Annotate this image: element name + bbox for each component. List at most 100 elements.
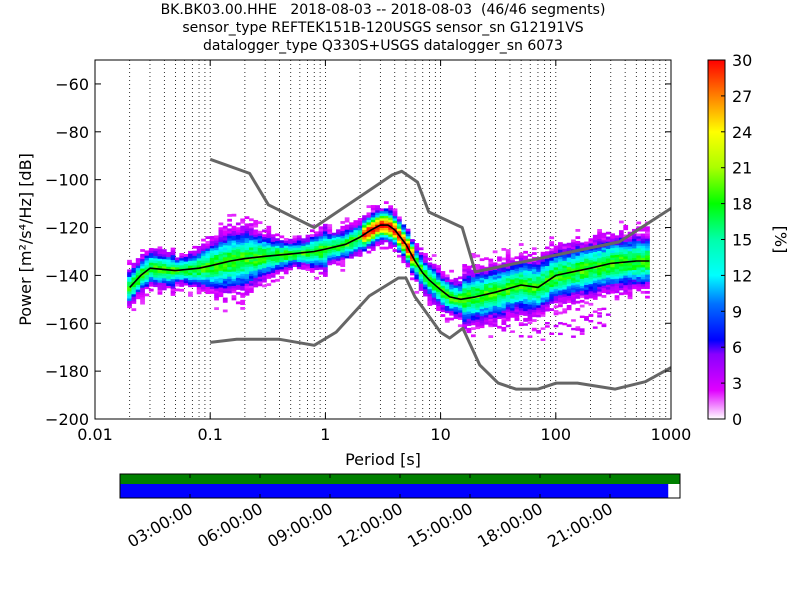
heatmap-cell — [157, 263, 163, 266]
heatmap-cell — [623, 258, 629, 262]
heatmap-cell — [235, 227, 241, 231]
heatmap-cell — [153, 269, 158, 273]
heatmap-cell — [510, 330, 515, 333]
heatmap-cell — [640, 286, 646, 289]
heatmap-cell — [257, 249, 263, 253]
heatmap-cell — [497, 258, 502, 262]
heatmap-cell — [309, 262, 315, 266]
heatmap-cell — [549, 279, 555, 283]
heatmap-cell — [640, 271, 646, 275]
heatmap-cell — [540, 292, 546, 296]
heatmap-cell — [632, 250, 637, 254]
heatmap-cell — [183, 256, 189, 260]
heatmap-cell — [645, 252, 650, 256]
heatmap-cell — [140, 277, 145, 281]
heatmap-cell — [549, 257, 555, 261]
heatmap-cell — [231, 235, 237, 239]
heatmap-cell — [584, 251, 589, 254]
heatmap-cell — [610, 290, 616, 294]
heatmap-cell — [588, 262, 594, 265]
heatmap-cell — [492, 271, 498, 275]
heatmap-cell — [431, 254, 437, 257]
heatmap-cell — [470, 269, 476, 273]
heatmap-cell — [209, 243, 215, 246]
heatmap-cell — [244, 276, 250, 279]
heatmap-cell — [484, 317, 489, 320]
heatmap-cell — [636, 238, 642, 242]
heatmap-cell — [262, 251, 267, 254]
heatmap-cell — [248, 227, 254, 231]
heatmap-cell — [370, 209, 376, 213]
heatmap-cell — [571, 258, 576, 262]
heatmap-cell — [614, 287, 620, 291]
heatmap-cell — [575, 276, 581, 280]
colorbar-tick-label: 3 — [732, 374, 742, 393]
heatmap-cell — [605, 260, 611, 264]
heatmap-cell — [388, 224, 394, 228]
heatmap-cell — [170, 278, 176, 282]
heatmap-cell — [544, 253, 550, 257]
heatmap-cell — [605, 236, 611, 240]
heatmap-cell — [401, 243, 407, 247]
heatmap-cell — [453, 306, 459, 310]
heatmap-cell — [553, 250, 559, 254]
heatmap-cell — [179, 274, 185, 278]
heatmap-cell — [244, 271, 250, 275]
heatmap-cell — [627, 289, 633, 292]
heatmap-cell — [196, 274, 202, 278]
heatmap-cell — [248, 251, 254, 255]
heatmap-cell — [418, 247, 424, 251]
heatmap-cell — [127, 302, 132, 306]
heatmap-cell — [497, 299, 502, 303]
heatmap-cell — [623, 248, 629, 252]
heatmap-cell — [344, 217, 350, 221]
heatmap-cell — [558, 258, 563, 262]
heatmap-cell — [383, 237, 389, 240]
heatmap-cell — [597, 284, 602, 287]
heatmap-cell — [597, 293, 602, 297]
heatmap-cell — [544, 299, 550, 302]
heatmap-cell — [549, 284, 555, 288]
heatmap-cell — [235, 282, 241, 286]
heatmap-cell — [288, 250, 293, 254]
heatmap-cell — [505, 270, 511, 274]
heatmap-cell — [588, 274, 594, 277]
heatmap-cell — [484, 278, 489, 282]
heatmap-cell — [462, 302, 468, 306]
heatmap-cell — [401, 234, 407, 237]
heatmap-cell — [440, 280, 446, 284]
heatmap-cell — [396, 245, 402, 248]
heatmap-cell — [366, 241, 372, 244]
heatmap-cell — [584, 291, 589, 295]
heatmap-cell — [640, 235, 646, 239]
heatmap-cell — [544, 270, 550, 274]
heatmap-cell — [501, 279, 507, 282]
heatmap-cell — [201, 238, 206, 242]
heatmap-cell — [401, 224, 407, 228]
heatmap-cell — [523, 313, 528, 316]
heatmap-cell — [140, 284, 145, 288]
heatmap-cell — [396, 254, 402, 258]
heatmap-cell — [618, 278, 624, 281]
heatmap-cell — [205, 252, 211, 256]
heatmap-cell — [501, 305, 507, 309]
heatmap-cell — [401, 236, 407, 240]
heatmap-cell — [523, 298, 528, 302]
heatmap-cell — [301, 247, 306, 251]
heatmap-cell — [240, 275, 246, 279]
heatmap-cell — [205, 240, 211, 244]
heatmap-cell — [636, 281, 642, 285]
heatmap-cell — [618, 256, 624, 260]
heatmap-cell — [301, 238, 306, 242]
heatmap-cell — [401, 229, 407, 233]
heatmap-cell — [514, 294, 520, 298]
heatmap-cell — [140, 256, 145, 260]
heatmap-cell — [362, 217, 367, 221]
heatmap-cell — [592, 273, 598, 276]
heatmap-cell — [148, 247, 154, 251]
heatmap-cell — [462, 290, 468, 294]
heatmap-cell — [488, 294, 494, 298]
heatmap-cell — [501, 269, 507, 273]
heatmap-cell — [205, 274, 211, 278]
heatmap-cell — [544, 277, 550, 281]
